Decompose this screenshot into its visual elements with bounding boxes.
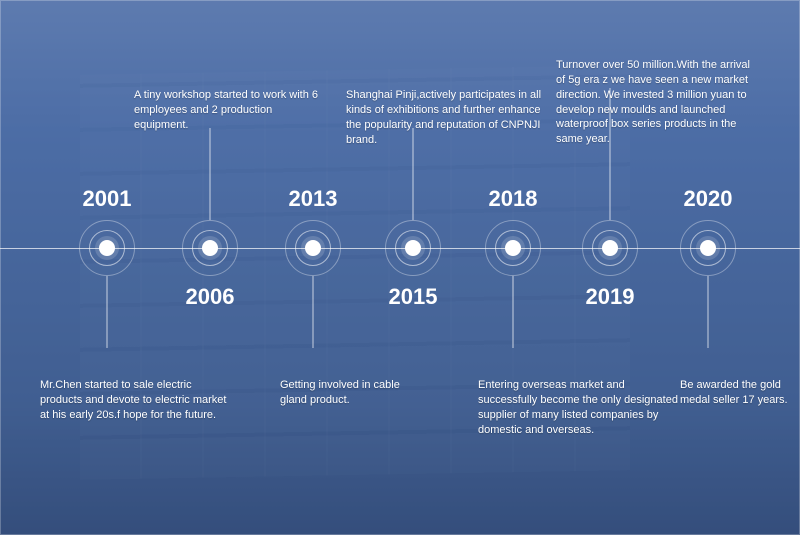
timeline-year: 2015 [389,284,438,310]
timeline-description: A tiny workshop started to work with 6 e… [134,88,319,133]
timeline-year: 2013 [289,186,338,212]
timeline-description: Mr.Chen started to sale electric product… [40,378,230,423]
timeline-description: Entering overseas market and successfull… [478,378,678,437]
timeline-year: 2020 [684,186,733,212]
timeline-year: 2019 [586,284,635,310]
timeline-stem [210,128,211,220]
timeline-stem [107,276,108,348]
timeline-description: Turnover over 50 million.With the arriva… [556,58,761,147]
timeline-description: Getting involved in cable gland product. [280,378,420,408]
timeline-year: 2018 [489,186,538,212]
timeline-description: Be awarded the gold medal seller 17 year… [680,378,790,408]
timeline-stem [313,276,314,348]
timeline-year: 2006 [186,284,235,310]
timeline-description: Shanghai Pinji,actively participates in … [346,88,546,147]
timeline-year: 2001 [83,186,132,212]
timeline-stem [708,276,709,348]
timeline-stem [513,276,514,348]
